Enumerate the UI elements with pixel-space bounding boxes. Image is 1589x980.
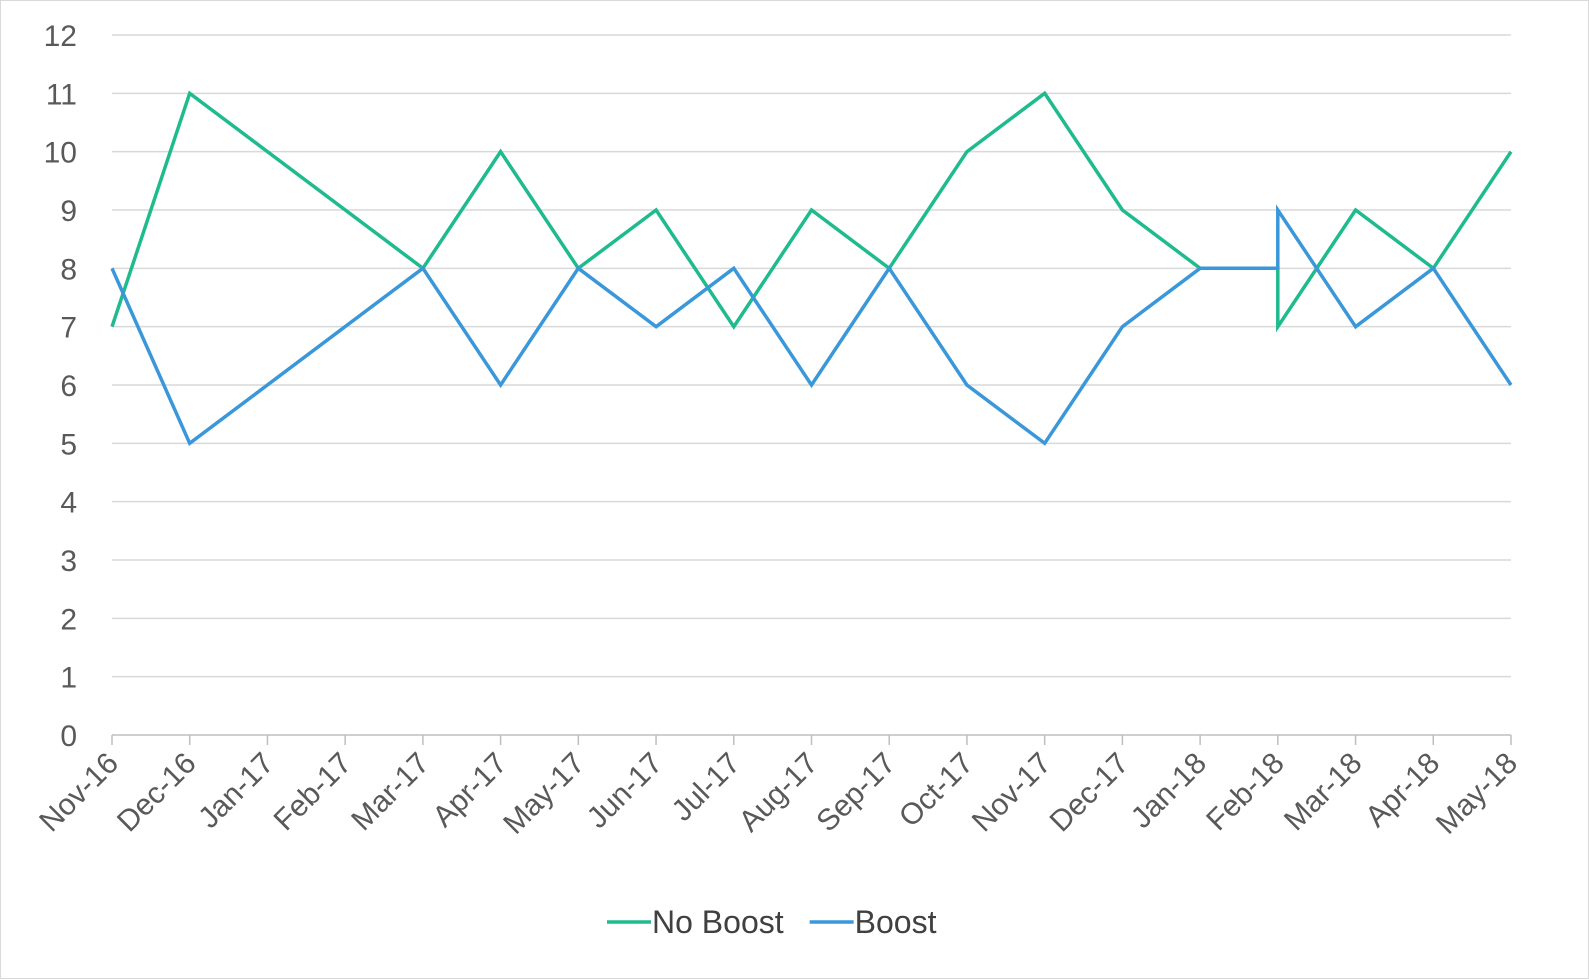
series-line-boost — [110, 204, 1513, 447]
y-tick-label-10: 10 — [44, 137, 77, 170]
legend-label-no-boost: No Boost — [652, 904, 784, 940]
x-tick-label-jan-17: Jan-17 — [192, 747, 280, 835]
x-tick-label-feb-18: Feb-18 — [1200, 747, 1291, 838]
y-tick-label-8: 8 — [60, 253, 77, 286]
x-tick-label-oct-17: Oct-17 — [893, 747, 980, 834]
series-lines — [110, 90, 1513, 447]
legend-label-boost: Boost — [855, 904, 937, 940]
x-tick-label-may-18: May-18 — [1430, 747, 1524, 841]
y-tick-label-3: 3 — [60, 545, 77, 578]
x-tick-label-nov-17: Nov-17 — [966, 747, 1058, 839]
y-tick-label-4: 4 — [60, 487, 77, 520]
x-tick-label-jun-17: Jun-17 — [581, 747, 669, 835]
x-tick-label-jan-18: Jan-18 — [1125, 747, 1213, 835]
y-tick-label-2: 2 — [60, 603, 77, 636]
y-tick-label-0: 0 — [60, 720, 77, 753]
legend: No Boost Boost — [607, 904, 937, 940]
x-tick-label-mar-18: Mar-18 — [1278, 747, 1369, 838]
x-tick-label-dec-16: Dec-16 — [111, 747, 203, 839]
x-tick-label-nov-16: Nov-16 — [33, 747, 125, 839]
x-tick-label-may-17: May-17 — [497, 747, 591, 841]
x-tick-label-mar-17: Mar-17 — [345, 747, 436, 838]
x-tick-label-feb-17: Feb-17 — [268, 747, 359, 838]
x-tick-label-sep-17: Sep-17 — [810, 747, 902, 839]
x-tick-label-dec-17: Dec-17 — [1044, 747, 1136, 839]
y-tick-label-1: 1 — [60, 662, 77, 695]
y-tick-label-5: 5 — [60, 428, 77, 461]
x-tick-label-aug-17: Aug-17 — [733, 747, 825, 839]
series-line-no-boost — [110, 90, 1513, 333]
gridlines — [112, 34, 1511, 678]
y-tick-label-11: 11 — [46, 78, 77, 111]
x-axis: Nov-16Dec-16Jan-17Feb-17Mar-17Apr-17May-… — [33, 734, 1524, 841]
y-tick-label-12: 12 — [44, 20, 77, 53]
y-tick-label-6: 6 — [60, 370, 77, 403]
y-tick-label-7: 7 — [60, 312, 77, 345]
y-tick-label-9: 9 — [60, 195, 77, 228]
